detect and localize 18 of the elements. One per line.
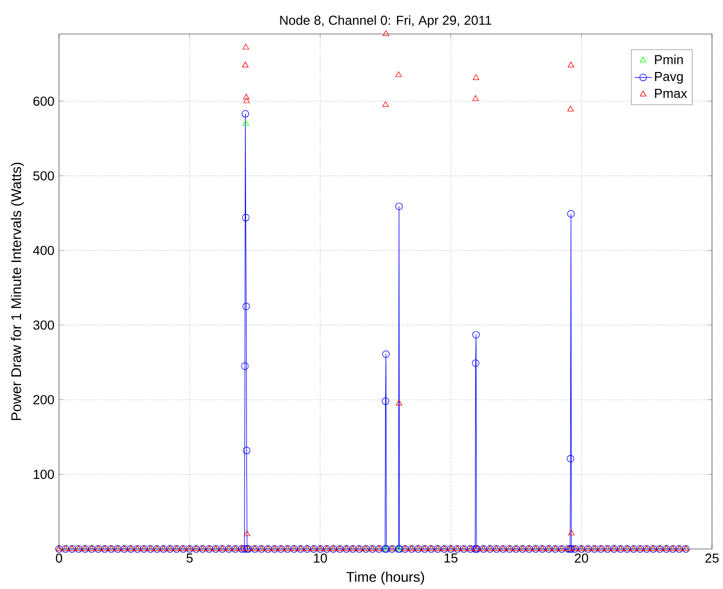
y-tick-label: 100 [34, 470, 54, 479]
y-tick-label: 300 [33, 320, 54, 330]
legend-label: Pmax [655, 88, 688, 98]
x-tick-label: 5 [186, 554, 193, 563]
x-axis-title: Time (hours) [346, 572, 424, 585]
x-tick-label: 25 [705, 554, 719, 563]
legend-label: Pavg [655, 72, 683, 84]
x-tick-label: 15 [444, 554, 458, 563]
y-tick-label: 500 [33, 171, 54, 180]
x-tick-label: 0 [56, 554, 62, 563]
y-axis-title: Power Draw for 1 Minute Intervals (Watts) [10, 162, 24, 420]
y-tick-label: 200 [33, 395, 54, 404]
y-tick-label: 600 [33, 96, 54, 106]
chart-title: Node 8, Channel 0: Fri, Apr 29, 2011 [280, 15, 492, 28]
legend-label: Pmin [655, 54, 683, 64]
x-tick-label: 10 [314, 554, 327, 563]
x-tick-label: 20 [574, 554, 588, 563]
y-tick-label: 400 [33, 246, 54, 256]
